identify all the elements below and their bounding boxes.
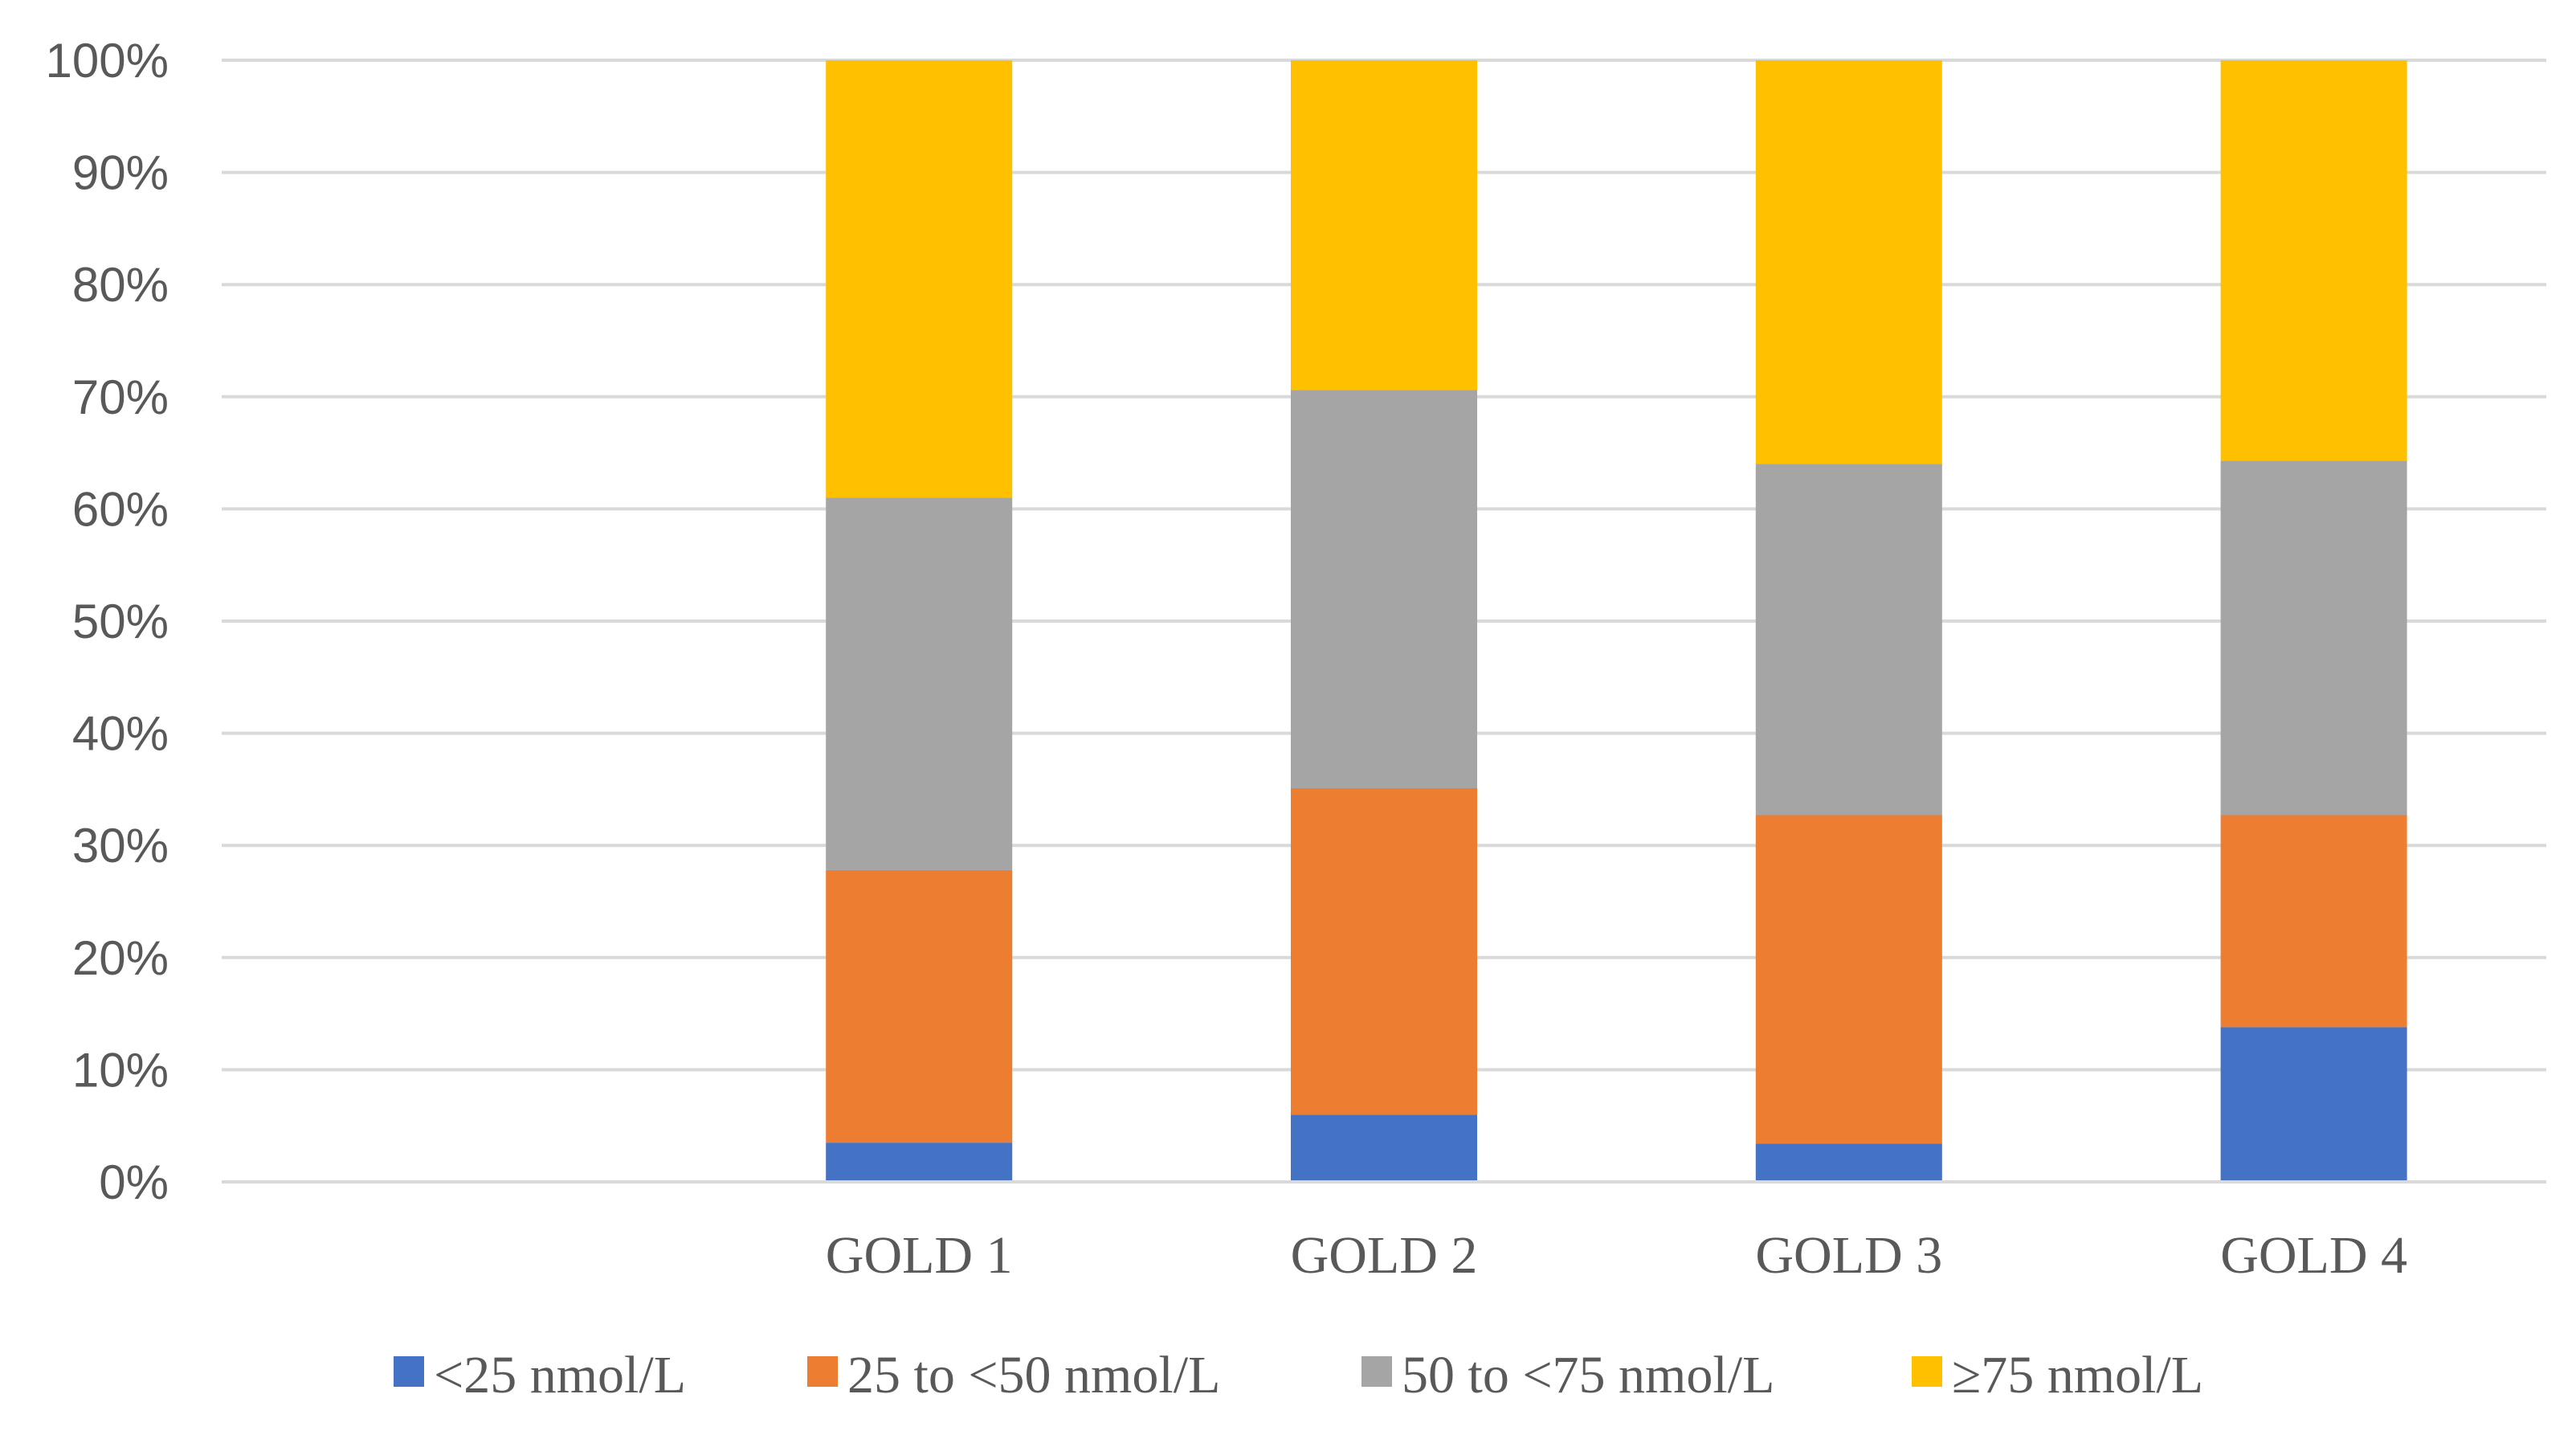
x-category-label: GOLD 1 (826, 1226, 1013, 1285)
y-tick-label: 50% (72, 595, 169, 648)
bar-segment (1291, 390, 1477, 789)
legend-label: <25 nmol/L (434, 1346, 686, 1404)
bar-segment (1755, 60, 1942, 464)
y-axis-tick-labels: 0% 10% 20% 30% 40% 50% 60% 70% 80% 90% 100% (46, 34, 169, 1209)
bar-segment (2220, 815, 2407, 1028)
bars (826, 60, 2407, 1182)
y-tick-label: 70% (72, 370, 169, 424)
bar-segment (2220, 1027, 2407, 1182)
legend-label: 25 to <50 nmol/L (847, 1346, 1220, 1404)
y-tick-label: 10% (72, 1043, 169, 1097)
x-category-label: GOLD 4 (2220, 1226, 2407, 1285)
bar-segment (1755, 1143, 1942, 1182)
bar-segment (826, 869, 1013, 1143)
bar-segment (1291, 1114, 1477, 1182)
y-tick-label: 90% (72, 146, 169, 200)
legend-item: 50 to <75 nmol/L (1361, 1346, 1774, 1404)
y-tick-label: 20% (72, 931, 169, 985)
legend-item: <25 nmol/L (394, 1346, 686, 1404)
bar-segment (2220, 460, 2407, 816)
bar-segment (826, 497, 1013, 870)
legend-swatch (807, 1356, 838, 1387)
bar-segment (1291, 60, 1477, 390)
bar-segment (826, 60, 1013, 498)
bar-segment (2220, 60, 2407, 461)
y-tick-label: 40% (72, 707, 169, 761)
bar-segment (1291, 788, 1477, 1115)
legend-swatch (1361, 1356, 1392, 1387)
x-category-label: GOLD 2 (1291, 1226, 1478, 1285)
x-category-label: GOLD 3 (1755, 1226, 1942, 1285)
legend-item: 25 to <50 nmol/L (807, 1346, 1220, 1404)
legend-swatch (1912, 1356, 1942, 1387)
bar-segment (1755, 464, 1942, 816)
y-tick-label: 30% (72, 819, 169, 873)
bar-segment (826, 1143, 1013, 1182)
legend-item: ≥75 nmol/L (1912, 1346, 2203, 1404)
bar-segment (1755, 815, 1942, 1144)
y-tick-label: 0% (99, 1155, 169, 1209)
y-tick-label: 100% (46, 34, 169, 88)
legend: <25 nmol/L 25 to <50 nmol/L 50 to <75 nmol… (394, 1346, 2203, 1404)
y-tick-label: 80% (72, 258, 169, 312)
legend-swatch (394, 1356, 424, 1387)
legend-label: ≥75 nmol/L (1952, 1346, 2203, 1404)
legend-label: 50 to <75 nmol/L (1402, 1346, 1774, 1404)
y-tick-label: 60% (72, 482, 169, 536)
x-axis-category-labels: GOLD 1 GOLD 2 GOLD 3 GOLD 4 (826, 1226, 2407, 1285)
